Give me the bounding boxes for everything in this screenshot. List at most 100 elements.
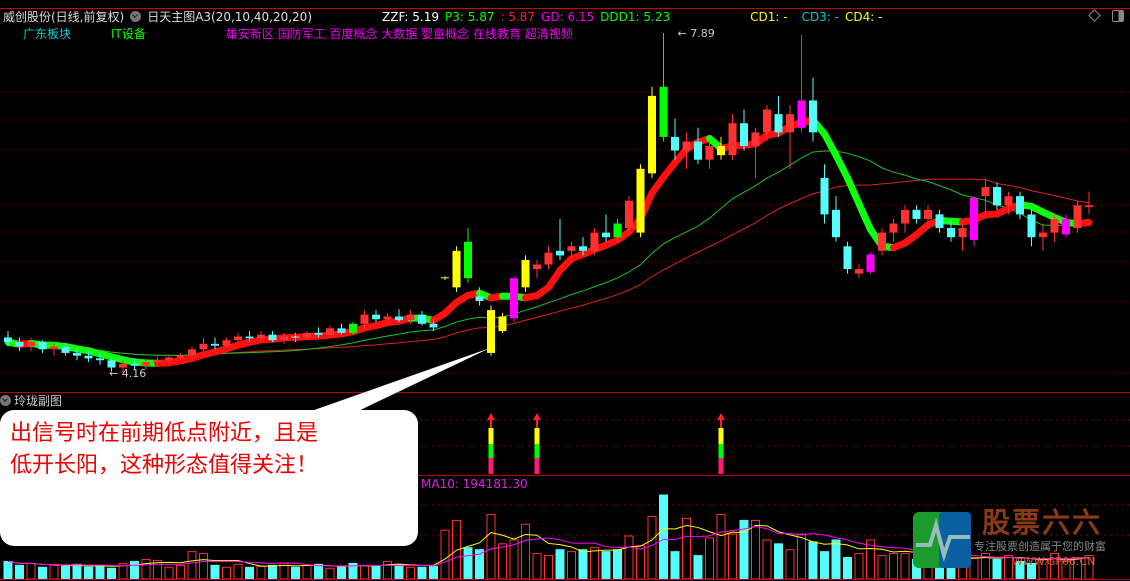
- region-tag[interactable]: 广东板块: [23, 27, 72, 41]
- volume-bar: [337, 566, 346, 580]
- candle-body: [981, 187, 990, 197]
- candle-body: [717, 146, 725, 156]
- sub-panel-menu-icon[interactable]: [0, 395, 11, 406]
- volume-bar: [429, 565, 438, 580]
- candle-body: [809, 100, 817, 133]
- volume-bar: [1015, 560, 1025, 580]
- volume-bar: [210, 564, 220, 580]
- candle-body: [360, 314, 369, 324]
- cd3-value: CD3: -: [801, 10, 840, 24]
- watermark-logo: 股票六六 专注股票创造属于您的财富 WWW.GP66.CN: [912, 508, 1128, 581]
- candle-body: [130, 363, 139, 366]
- signal-arrow-up-icon: [717, 413, 725, 420]
- candle-body: [694, 141, 702, 160]
- stock-title: 威创股份(日线,前复权): [3, 10, 125, 24]
- logo-icon: [913, 512, 971, 568]
- candle-body: [291, 336, 300, 338]
- panel-divider: [0, 475, 1130, 476]
- candle-body: [763, 109, 771, 133]
- volume-bar: [107, 567, 116, 580]
- panel-toggle-icon[interactable]: [1112, 10, 1124, 22]
- signal-bar-yellow: [534, 428, 540, 444]
- volume-bar: [647, 515, 657, 580]
- title-row: 威创股份(日线,前复权) 日天主图A3(20,10,40,20,20) ZZF: 5…: [0, 9, 888, 25]
- zzf-value: ZZF: 5.19: [382, 10, 440, 24]
- sub-panel-title[interactable]: 玲珑副图: [14, 394, 63, 408]
- candle-body: [1073, 205, 1082, 229]
- candle-body: [1062, 218, 1070, 235]
- candle-body: [786, 114, 794, 133]
- indicator-name[interactable]: 日天主图A3(20,10,40,20,20): [147, 10, 313, 24]
- volume-bar: [751, 519, 760, 580]
- candle-body: [843, 246, 852, 270]
- vol-ma5-line: [7, 524, 1090, 567]
- candle-body: [268, 334, 277, 341]
- volume-bar: [739, 519, 749, 580]
- volume-bar: [325, 567, 335, 580]
- candle-body: [153, 360, 162, 363]
- volume-bar: [153, 559, 162, 580]
- volume-bar: [440, 529, 450, 580]
- candle-body: [395, 316, 403, 321]
- signal-bar-pink: [534, 458, 540, 474]
- candle-body: [728, 123, 737, 156]
- volume-bar: [291, 566, 300, 580]
- volume-bar: [61, 565, 70, 580]
- candle-body: [740, 123, 748, 147]
- candle-body: [303, 332, 311, 338]
- gd-value: GD: 6.15: [541, 10, 595, 24]
- candle-body: [820, 177, 829, 215]
- candle-body: [958, 228, 967, 238]
- candle-body: [38, 342, 47, 350]
- volume-bar: [49, 564, 59, 580]
- candle-body: [613, 223, 622, 238]
- candle-body: [211, 343, 219, 346]
- candle-body: [659, 86, 668, 137]
- cd1-value: CD1: -: [750, 10, 788, 24]
- candle-body: [15, 342, 24, 347]
- candle-body: [119, 363, 127, 368]
- candle-body: [889, 223, 898, 233]
- signal-bar-yellow: [718, 428, 724, 444]
- candle-body: [73, 352, 81, 356]
- high-price-label: ← 7.89: [678, 27, 715, 40]
- candle-body: [1085, 205, 1093, 208]
- candle-body: [406, 314, 415, 321]
- volume-bar: [268, 564, 277, 580]
- candle-body: [199, 343, 208, 350]
- candle-body: [1027, 214, 1036, 238]
- volume-bar: [164, 566, 174, 580]
- candle-body: [625, 200, 633, 229]
- candle-body: [797, 100, 806, 128]
- candle-body: [567, 246, 576, 251]
- volume-bar: [15, 564, 24, 580]
- candle-body: [533, 264, 541, 270]
- volume-bar: [992, 558, 1002, 580]
- indicator-menu-icon[interactable]: [130, 11, 142, 22]
- candle-body: [280, 336, 288, 341]
- candle-body: [602, 232, 610, 238]
- candle-body: [383, 316, 392, 320]
- candle-body: [107, 360, 116, 368]
- volume-bar: [682, 517, 691, 580]
- signal-bar-green: [534, 444, 540, 458]
- trend-band-segment: [821, 130, 840, 159]
- industry-tag[interactable]: IT设备: [111, 27, 146, 41]
- candle-body: [176, 355, 185, 358]
- candle-body: [636, 168, 645, 233]
- candle-body: [878, 232, 886, 251]
- volume-bar: [314, 563, 323, 580]
- candle-body: [774, 114, 783, 133]
- candle-body: [682, 141, 691, 151]
- candle-body: [487, 310, 495, 353]
- candle-body: [855, 269, 863, 274]
- panel-divider: [0, 392, 1130, 393]
- candle-body: [257, 334, 265, 339]
- candle-body: [96, 358, 104, 361]
- concept-tags[interactable]: 雄安新区 国防军工 百度概念 大数据 婴童概念 在线教育 超清视频: [225, 27, 573, 41]
- volume-bar: [348, 562, 358, 580]
- volume-bar: [1061, 560, 1071, 580]
- candle-body: [4, 337, 12, 343]
